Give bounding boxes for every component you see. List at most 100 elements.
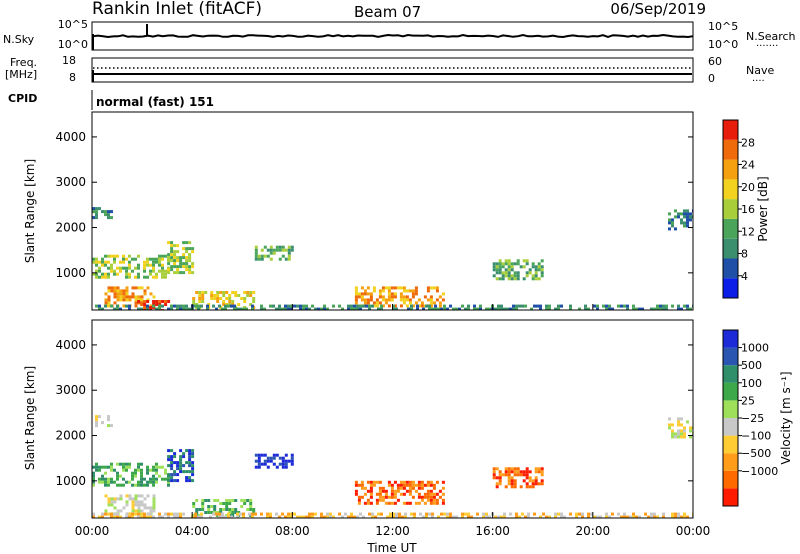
velocity-echo-cell	[131, 503, 135, 507]
velocity-echo-cell	[363, 492, 367, 496]
power-colorbar-label: Power [dB]	[756, 176, 770, 241]
velocity-echo-cell	[161, 477, 164, 481]
power-echo-cell	[195, 291, 199, 294]
velocity-echo-cell	[116, 477, 119, 481]
velocity-echo-cell	[507, 473, 511, 477]
power-echo-cell	[683, 209, 686, 213]
velocity-echo-cell	[284, 515, 287, 518]
velocity-echo-cell	[408, 486, 412, 490]
power-echo-cell	[311, 304, 314, 308]
power-echo-cell	[287, 245, 291, 249]
power-colorbar-cell	[723, 218, 738, 239]
power-echo-cell	[402, 286, 406, 290]
velocity-echo-cell	[249, 508, 253, 511]
velocity-echo-cell	[513, 470, 517, 474]
power-echo-cell	[219, 297, 223, 300]
velocity-echo-cell	[131, 477, 134, 481]
power-echo-cell	[113, 292, 117, 296]
power-echo-cell	[107, 254, 110, 258]
velocity-colorbar-tick-label: 500	[741, 359, 762, 372]
velocity-echo-cell	[677, 515, 680, 518]
velocity-echo-cell	[128, 497, 132, 501]
power-echo-cell	[554, 307, 557, 310]
velocity-echo-cell	[188, 455, 192, 459]
power-echo-cell	[501, 271, 505, 275]
nsky-trace	[92, 33, 694, 39]
velocity-echo-cell	[170, 458, 174, 462]
velocity-echo-cell	[540, 473, 544, 477]
velocity-echo-cell	[311, 515, 314, 518]
velocity-echo-cell	[431, 515, 434, 518]
power-echo-cell	[431, 307, 434, 310]
velocity-echo-cell	[176, 467, 180, 471]
velocity-echo-cell	[414, 483, 418, 487]
power-echo-cell	[677, 304, 680, 308]
velocity-echo-cell	[140, 483, 143, 487]
velocity-echo-cell	[146, 494, 150, 498]
power-echo-cell	[437, 307, 440, 310]
velocity-echo-cell	[372, 483, 376, 487]
velocity-echo-cell	[134, 494, 138, 498]
power-echo-cell	[260, 304, 263, 308]
velocity-echo-cell	[683, 429, 686, 433]
velocity-echo-cell	[441, 492, 445, 496]
power-echo-cell	[479, 304, 482, 308]
velocity-echo-cell	[284, 465, 288, 469]
velocity-echo-cell	[173, 452, 177, 456]
velocity-echo-cell	[525, 482, 529, 486]
power-echo-cell	[677, 212, 680, 216]
power-echo-cell	[173, 265, 177, 269]
power-echo-cell	[101, 275, 104, 279]
power-echo-cell	[125, 275, 128, 279]
velocity-echo-cell	[557, 512, 560, 516]
power-echo-cell	[689, 215, 692, 219]
power-echo-cell	[155, 260, 158, 264]
velocity-echo-cell	[375, 501, 379, 505]
velocity-echo-cell	[680, 417, 683, 421]
power-echo-cell	[372, 301, 376, 305]
power-echo-cell	[143, 269, 146, 273]
velocity-echo-cell	[668, 423, 671, 427]
velocity-xtick-label: 04:00	[175, 524, 210, 538]
velocity-echo-cell	[381, 498, 385, 502]
velocity-echo-cell	[540, 470, 544, 474]
velocity-echo-cell	[225, 514, 229, 517]
power-echo-cell	[378, 301, 382, 305]
power-echo-cell	[182, 253, 186, 257]
power-echo-cell	[113, 289, 117, 293]
velocity-echo-cell	[405, 489, 409, 493]
power-echo-cell	[131, 286, 135, 290]
velocity-echo-cell	[408, 483, 412, 487]
velocity-colorbar-tick-label: 100	[741, 377, 762, 390]
velocity-echo-cell	[686, 420, 689, 424]
power-echo-cell	[458, 307, 461, 310]
velocity-echo-cell	[528, 479, 532, 483]
power-echo-cell	[525, 271, 529, 275]
power-echo-cell	[378, 292, 382, 296]
power-echo-cell	[249, 294, 253, 297]
power-echo-cell	[185, 265, 189, 269]
power-echo-cell	[354, 286, 358, 290]
velocity-echo-cell	[201, 502, 205, 505]
power-echo-cell	[149, 304, 153, 308]
velocity-echo-cell	[482, 512, 485, 516]
velocity-echo-cell	[510, 482, 514, 486]
power-echo-cell	[104, 263, 107, 267]
power-echo-cell	[548, 307, 551, 310]
power-echo-cell	[513, 274, 517, 278]
velocity-echo-cell	[179, 515, 182, 518]
velocity-echo-cell	[182, 464, 186, 468]
velocity-echo-cell	[281, 465, 285, 469]
power-echo-cell	[674, 209, 677, 213]
velocity-echo-cell	[287, 515, 290, 518]
velocity-echo-cell	[390, 495, 394, 499]
velocity-echo-cell	[528, 470, 532, 474]
velocity-echo-cell	[207, 511, 211, 514]
power-echo-cell	[182, 256, 186, 260]
velocity-echo-cell	[290, 462, 294, 466]
power-echo-cell	[104, 304, 107, 308]
power-echo-cell	[504, 271, 508, 275]
power-echo-cell	[671, 224, 674, 228]
velocity-echo-cell	[378, 498, 382, 502]
